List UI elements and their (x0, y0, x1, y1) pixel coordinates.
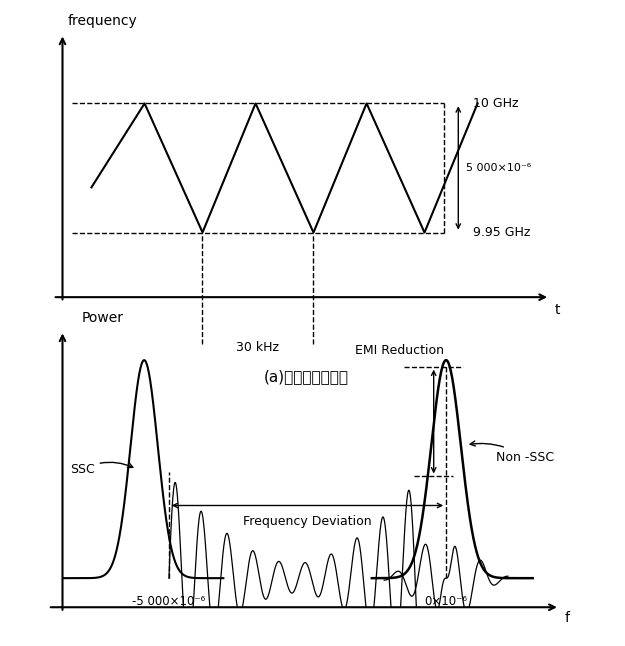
Text: Power: Power (82, 311, 124, 325)
Text: -5 000×10⁻⁶: -5 000×10⁻⁶ (132, 595, 206, 608)
Text: (a)输出信号的频率: (a)输出信号的频率 (264, 370, 349, 384)
Text: 10 GHz: 10 GHz (472, 97, 518, 110)
Text: f: f (564, 611, 569, 625)
Text: 0×10⁻⁶: 0×10⁻⁶ (424, 595, 468, 608)
Text: 9.95 GHz: 9.95 GHz (472, 226, 530, 239)
Text: frequency: frequency (68, 14, 137, 28)
Text: 5 000×10⁻⁶: 5 000×10⁻⁶ (466, 163, 531, 173)
Text: EMI Reduction: EMI Reduction (354, 344, 444, 357)
Text: SSC: SSC (70, 463, 133, 475)
Text: 30 kHz: 30 kHz (236, 341, 279, 354)
Text: Non -SSC: Non -SSC (470, 441, 554, 464)
Text: Frequency Deviation: Frequency Deviation (243, 516, 372, 528)
Text: t: t (555, 303, 561, 317)
